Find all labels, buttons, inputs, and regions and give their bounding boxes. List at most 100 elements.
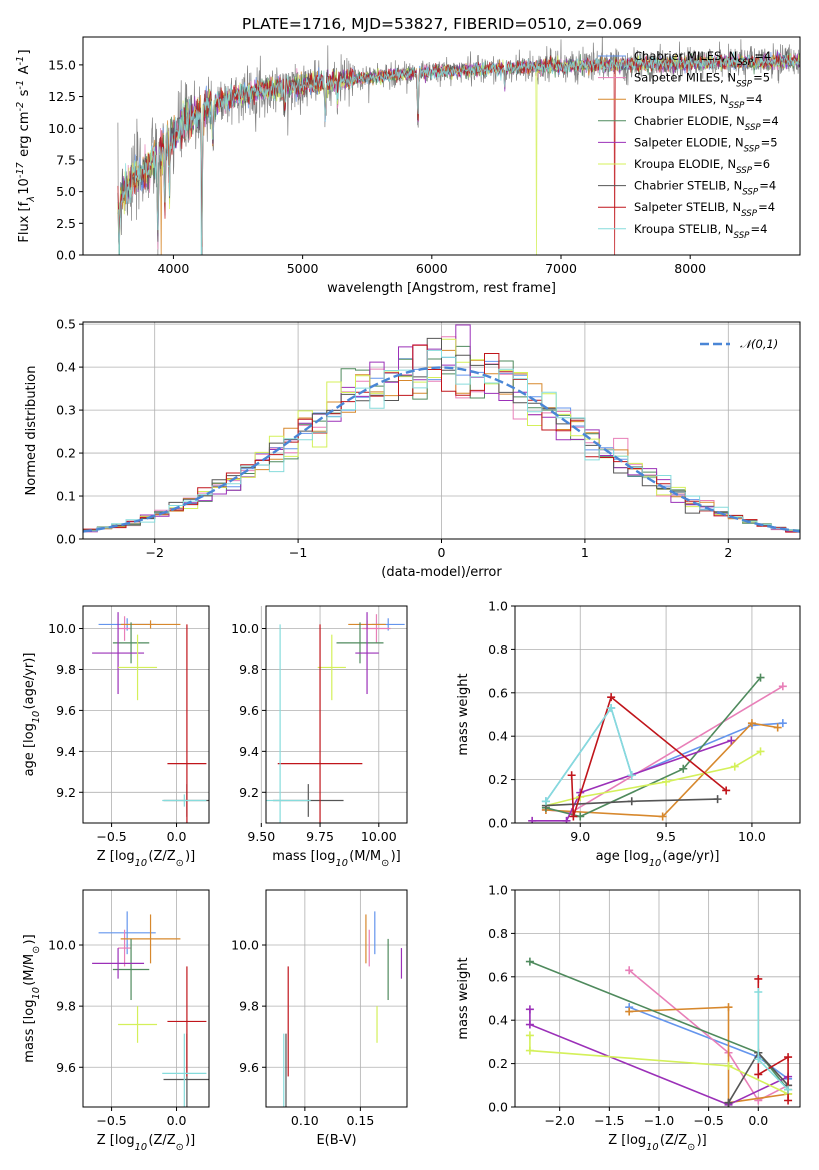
x-axis-label: Z [log10 (Z/Z⊙ )]	[97, 849, 196, 869]
x-tick-label: −0.5	[693, 1113, 723, 1128]
y-tick-label: 9.8	[239, 999, 259, 1014]
y-tick-label: 0.8	[488, 926, 508, 941]
y-tick-label: 0.0	[488, 1100, 508, 1115]
weight-marker	[773, 723, 782, 732]
weight-marker	[525, 1046, 534, 1055]
x-tick-label: −1.0	[644, 1113, 674, 1128]
Z_weights-frame	[514, 889, 801, 1108]
y-axis-label: mass weight	[456, 957, 471, 1039]
weight-marker	[576, 812, 585, 821]
x-tick-label: 0.10	[291, 1113, 319, 1128]
y-tick-label: 9.2	[239, 785, 259, 800]
y-tick-label: 9.4	[56, 744, 76, 759]
weight-series-3	[541, 719, 782, 821]
weight-marker	[679, 764, 688, 773]
y-tick-label: 9.6	[239, 1060, 259, 1075]
x-tick-label: −0.5	[96, 829, 126, 844]
ebv_vs_mass-frame	[265, 889, 408, 1108]
y-axis-label: age [log10 (age/yr)]	[22, 653, 42, 777]
errorbar-point-9	[162, 794, 207, 807]
y-tick-label: 1.0	[488, 599, 508, 614]
x-tick-label: 1	[581, 545, 589, 560]
x-tick-label: 9.0	[570, 829, 590, 844]
x-axis-label: (data-model)/error	[381, 565, 502, 580]
y-tick-label: 10.0	[48, 938, 76, 953]
errorbar-point-9	[266, 624, 311, 823]
x-axis-label: Z [log10 (Z/Z⊙ )]	[97, 1133, 196, 1153]
weight-marker	[625, 1007, 634, 1016]
x-tick-label: 0.15	[346, 1113, 374, 1128]
spectrum-frame	[82, 36, 801, 256]
errorbar-point-5	[355, 612, 379, 695]
x-tick-label: 6000	[416, 261, 448, 276]
spectrum-axes: 4000 5000 6000 7000 8000 0.0 2.5 5.0 7.5 10.0 12.5…	[15, 49, 707, 296]
y-tick-label: 9.8	[56, 662, 76, 677]
weight-marker	[607, 693, 616, 702]
x-tick-label: −0.5	[96, 1113, 126, 1128]
weight-marker	[756, 673, 765, 682]
weight-line	[545, 706, 783, 802]
x-axis-label: age [log10 (age/yr)]	[596, 849, 720, 869]
y-tick-label: 10.0	[48, 121, 76, 136]
residuals-legend: 𝒩(0,1)	[700, 337, 778, 351]
legend-entry: Kroupa ELODIE, NSSP =6	[634, 157, 770, 176]
x-tick-label: −2.0	[545, 1113, 575, 1128]
Z_weights-axes: −2.0 −1.5 −1.0 −0.5 0.0 0.0 0.2 0.4 0.6 0.8 1.0 Z […	[456, 883, 800, 1153]
residual-histogram-9	[83, 349, 800, 539]
y-tick-label: 0.0	[488, 816, 508, 831]
weight-line	[545, 722, 778, 818]
Z_vs_age-axes: −0.5 0.0 9.2 9.4 9.6 9.8 10.0 Z [log10 (Z/Z⊙ )]…	[22, 606, 209, 869]
legend-entry: 𝒩(0,1)	[740, 337, 778, 351]
weight-marker	[754, 974, 763, 983]
x-axis-label: mass [log10 (M/M⊙ )]	[272, 849, 400, 869]
weight-marker	[784, 1096, 793, 1105]
weight-marker	[727, 736, 736, 745]
spectrum-legend: Chabrier MILES, NSSP =4 Salpeter MILES, N…	[598, 49, 779, 241]
errorbar-point-4	[336, 622, 384, 664]
y-axis-label: Normed distribution	[24, 366, 39, 496]
y-tick-label: 0.3	[56, 403, 76, 418]
weight-marker	[569, 812, 578, 821]
y-tick-label: 9.2	[56, 785, 76, 800]
y-tick-label: 0.2	[488, 1056, 508, 1071]
weight-series-7	[541, 795, 722, 810]
weight-marker	[724, 1003, 733, 1012]
y-axis-label: mass [log10 (M/M⊙ )]	[22, 934, 42, 1062]
weight-marker	[784, 1085, 793, 1094]
y-tick-label: 9.6	[56, 703, 76, 718]
y-tick-label: 9.8	[239, 662, 259, 677]
y-tick-label: 0.6	[488, 969, 508, 984]
weight-line	[545, 706, 633, 802]
weight-line	[545, 677, 762, 818]
figure-title: PLATE=1716, MJD=53827, FIBERID=0510, z=0…	[242, 15, 642, 33]
x-tick-label: 10.00	[361, 829, 397, 844]
y-tick-label: 7.5	[56, 152, 76, 167]
x-tick-label: −1.5	[594, 1113, 624, 1128]
legend-entry: Kroupa STELIB, NSSP =4	[634, 222, 767, 241]
weight-marker	[627, 797, 636, 806]
weight-marker	[525, 1005, 534, 1014]
weight-series-9	[754, 987, 793, 1094]
x-tick-label: 7000	[545, 261, 577, 276]
residuals-frame	[82, 321, 801, 540]
mass_vs_age-axes: 9.50 9.75 10.00 9.2 9.4 9.6 9.8 10.0 mass [log10…	[231, 606, 407, 869]
y-tick-label: 2.5	[56, 216, 76, 231]
weight-line	[629, 1006, 789, 1104]
weight-line	[529, 1035, 789, 1095]
weight-line	[570, 695, 727, 817]
residuals-axes: −2 −1 0 1 2 0.0 0.1 0.2 0.3 0.4 0.5 (data-model)/er…	[24, 317, 800, 580]
y-tick-label: 0.0	[56, 248, 76, 263]
x-tick-label: −1	[289, 545, 307, 560]
x-tick-label: 8000	[674, 261, 706, 276]
weight-marker	[627, 771, 636, 780]
x-tick-label: 9.5	[656, 829, 676, 844]
legend-entry: Chabrier ELODIE, NSSP =4	[634, 114, 779, 133]
weight-marker	[724, 1061, 733, 1070]
x-axis-label: Z [log10 (Z/Z⊙ )]	[608, 1133, 707, 1153]
errorbar-point-8	[277, 624, 363, 823]
errorbar-point-2	[118, 929, 132, 967]
normal-reference-curve	[83, 366, 800, 533]
y-tick-label: 10.0	[231, 621, 259, 636]
ebv_vs_mass-axes: 0.10 0.15 9.6 9.8 10.0 E(B-V)	[231, 890, 407, 1148]
y-tick-label: 10.0	[231, 938, 259, 953]
